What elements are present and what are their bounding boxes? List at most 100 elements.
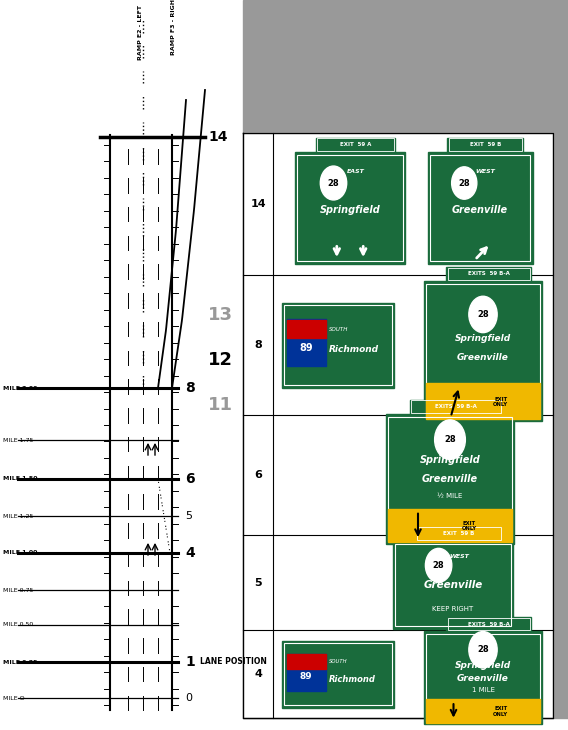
Text: RAMP E2 - LEFT: RAMP E2 - LEFT [137,5,143,60]
Bar [243,133,553,718]
Bar [282,302,394,388]
Bar [411,400,502,413]
Bar [243,0,568,718]
Text: WEST: WEST [475,169,495,174]
Text: EXIT  59 B: EXIT 59 B [443,531,475,537]
Bar [426,634,540,721]
Text: EXIT  59 A: EXIT 59 A [340,142,371,147]
Bar [395,544,511,626]
Bar [295,152,405,264]
Text: Greenville: Greenville [457,674,509,683]
Text: Greenville: Greenville [423,580,483,590]
Text: SOUTH: SOUTH [329,327,349,332]
Text: 4: 4 [185,546,195,560]
Text: MILE 0.75: MILE 0.75 [3,588,34,593]
Text: KEEP RIGHT: KEEP RIGHT [432,607,474,612]
Bar [448,268,531,280]
Text: LANE POSITION: LANE POSITION [200,658,267,666]
Text: 6: 6 [254,470,262,480]
Text: 89: 89 [300,672,312,681]
Circle shape [435,420,465,459]
Text: Richmond: Richmond [329,675,376,684]
Text: RAMP F3 - RIGHT: RAMP F3 - RIGHT [170,0,176,55]
Bar [424,631,542,724]
Bar [430,155,531,261]
Text: 8: 8 [254,340,262,350]
Bar [317,139,394,151]
Text: 28: 28 [433,561,444,570]
Text: 13: 13 [207,306,232,324]
Text: 14: 14 [208,130,228,144]
Bar [448,138,523,152]
Bar [449,139,522,151]
Text: MILE O: MILE O [3,696,24,701]
Bar [386,414,514,544]
Text: EXITS  59 B-A: EXITS 59 B-A [468,622,510,626]
Text: Richmond: Richmond [329,345,379,354]
Text: ½ MILE: ½ MILE [437,493,463,499]
Text: 5: 5 [254,577,262,588]
Text: EXIT
ONLY: EXIT ONLY [493,396,508,407]
Bar [410,399,503,414]
Text: 1: 1 [185,655,195,669]
Bar [425,383,540,419]
Bar [389,417,512,541]
Text: MILE 2.00: MILE 2.00 [3,385,37,391]
Text: WEST: WEST [449,554,469,559]
Text: 8: 8 [185,381,195,395]
Text: EXITS  59 B-A: EXITS 59 B-A [436,404,477,409]
Bar [393,541,513,629]
Text: Greenville: Greenville [457,353,509,362]
Circle shape [469,296,497,333]
Text: 0: 0 [185,693,192,703]
Text: MILE 1.50: MILE 1.50 [3,477,37,482]
Bar [286,654,325,691]
Text: 6: 6 [185,472,195,486]
Bar [426,284,540,418]
Bar [416,526,502,541]
Text: EXITS  59 B-A: EXITS 59 B-A [468,272,510,277]
Text: 11: 11 [207,396,232,414]
Text: EXIT  59 B: EXIT 59 B [470,142,501,147]
Text: MILE 1.25: MILE 1.25 [3,513,34,518]
Bar [284,643,392,704]
Text: MILE 0.25: MILE 0.25 [3,659,37,664]
Text: 4: 4 [254,669,262,679]
Circle shape [452,167,477,199]
Text: 1 MILE: 1 MILE [471,687,495,693]
Bar [286,654,325,669]
Bar [417,527,501,540]
Text: MILE 0.50: MILE 0.50 [3,623,34,628]
Circle shape [469,631,497,668]
Bar [446,617,532,631]
Bar [286,320,325,366]
Bar [316,138,395,152]
Text: 14: 14 [250,199,266,209]
Text: 12: 12 [207,351,232,369]
Text: 28: 28 [477,645,489,654]
Bar [297,155,403,261]
Bar [284,305,392,385]
Bar [286,320,325,338]
Circle shape [320,166,346,200]
Text: Springfield: Springfield [320,205,381,215]
Bar [428,152,533,264]
Bar [425,699,540,723]
Bar [448,618,531,631]
Text: Springfield: Springfield [455,334,511,343]
Circle shape [425,548,452,583]
Text: EXIT
ONLY: EXIT ONLY [462,521,477,531]
Text: 89: 89 [299,344,313,353]
Text: MILE 1.00: MILE 1.00 [3,550,37,556]
Text: 5: 5 [185,511,192,521]
Text: Greenville: Greenville [452,205,508,215]
Text: Greenville: Greenville [422,474,478,484]
Text: Springfield: Springfield [420,456,481,466]
Text: SOUTH: SOUTH [329,659,348,664]
Text: EXIT
ONLY: EXIT ONLY [493,707,508,717]
Text: EAST: EAST [346,169,365,174]
Text: 28: 28 [477,310,489,319]
Bar [446,267,532,281]
Text: MILE 1.75: MILE 1.75 [3,437,34,442]
Text: 28: 28 [328,179,339,188]
